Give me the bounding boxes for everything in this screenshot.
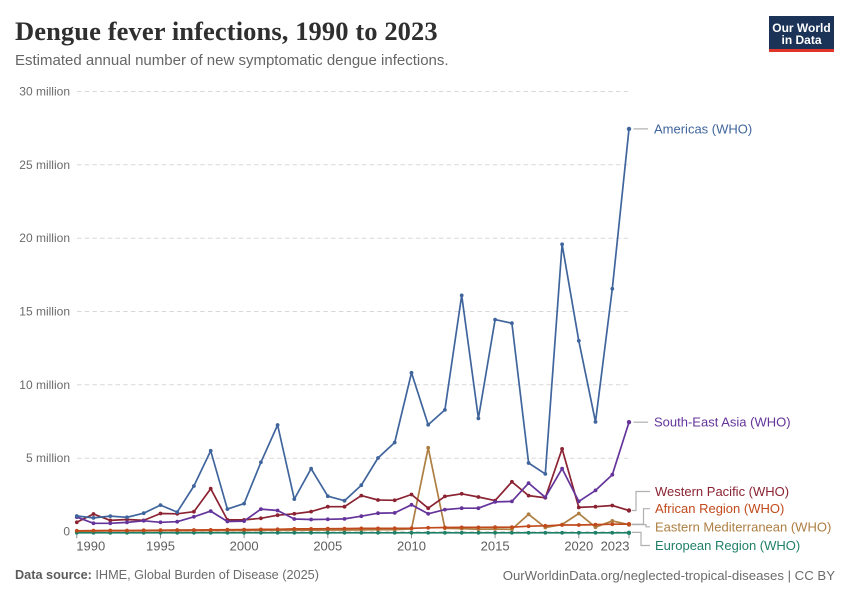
svg-text:Eastern Mediterranean (WHO): Eastern Mediterranean (WHO) [655,519,831,534]
svg-text:20 million: 20 million [19,231,70,245]
svg-text:2023: 2023 [601,539,630,554]
svg-text:South-East Asia (WHO): South-East Asia (WHO) [654,415,791,430]
svg-text:0: 0 [63,525,70,539]
svg-text:15 million: 15 million [19,305,70,319]
svg-text:2000: 2000 [230,539,259,554]
svg-text:30 million: 30 million [19,85,70,99]
svg-text:5 million: 5 million [26,451,70,465]
svg-text:25 million: 25 million [19,158,70,172]
svg-text:2015: 2015 [481,539,510,554]
svg-text:2005: 2005 [313,539,342,554]
svg-text:Western Pacific (WHO): Western Pacific (WHO) [655,484,789,499]
svg-text:Americas (WHO): Americas (WHO) [654,121,752,136]
svg-text:10 million: 10 million [19,378,70,392]
svg-text:2010: 2010 [397,539,426,554]
svg-text:African Region (WHO): African Region (WHO) [655,501,784,516]
svg-text:1995: 1995 [146,539,175,554]
svg-text:1990: 1990 [76,539,105,554]
svg-text:European Region (WHO): European Region (WHO) [655,538,800,553]
svg-text:2020: 2020 [564,539,593,554]
